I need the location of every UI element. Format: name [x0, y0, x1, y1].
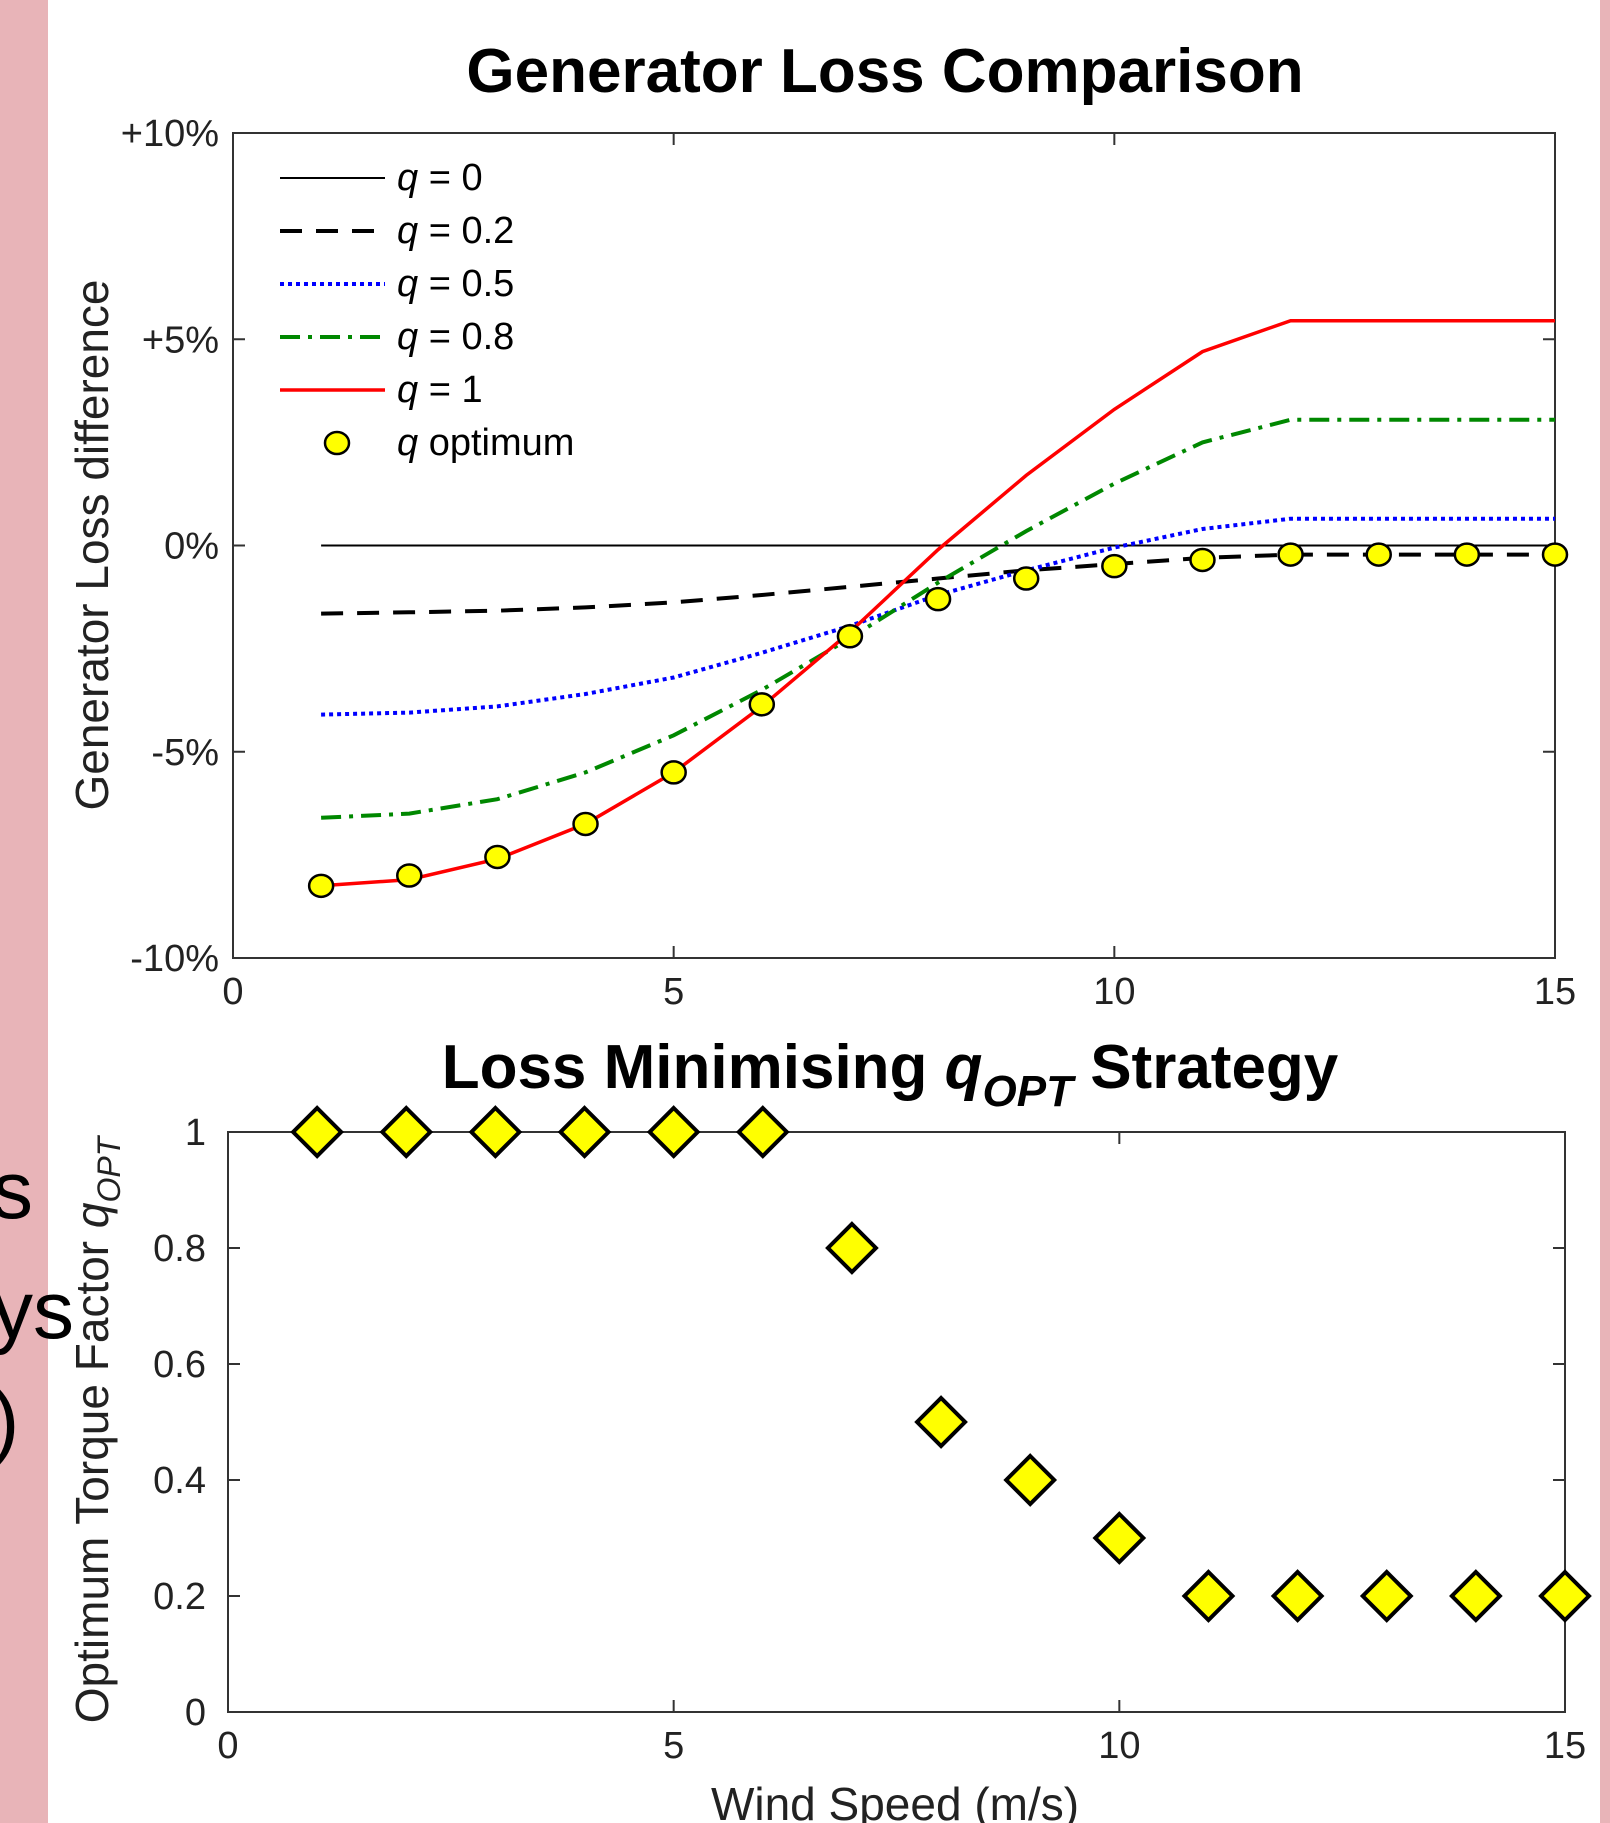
qopt-marker: [1359, 1569, 1414, 1623]
legend-label: q = 0.8: [397, 316, 514, 358]
title-end: Strategy: [1073, 1033, 1339, 1102]
series-line: [320, 318, 1555, 888]
chart-title: Loss Minimising qOPT Strategy: [442, 1033, 1339, 1116]
optimum-marker: [836, 624, 864, 649]
figure-panel: [48, 0, 1600, 1823]
title-subscript: OPT: [983, 1067, 1077, 1116]
optimum-marker: [396, 863, 423, 888]
ylabel-q: q: [66, 1202, 118, 1228]
side-text-fragment: s: [0, 1145, 33, 1236]
legend-label: q = 0.2: [397, 210, 514, 252]
series-group: [307, 318, 1569, 899]
y-tick-label: 0%: [164, 526, 219, 568]
plot-frame: [227, 1131, 1566, 1713]
optimum-marker: [1541, 542, 1569, 567]
legend-rest: = 1: [418, 369, 482, 411]
qopt-marker: [557, 1105, 612, 1159]
x-tick-label: 5: [663, 971, 684, 1013]
x-tick-label: 0: [217, 1725, 238, 1767]
optimum-marker: [1101, 553, 1128, 579]
legend-rest: = 0: [418, 157, 482, 199]
qopt-marker: [379, 1105, 434, 1159]
title-main: Loss Minimising: [442, 1033, 945, 1102]
y-tick-label: 0.6: [153, 1344, 206, 1386]
qopt-marker: [914, 1395, 968, 1449]
optimum-marker: [307, 873, 335, 899]
optimum-marker: [1189, 547, 1216, 573]
legend-rest: = 0.5: [418, 263, 514, 305]
legend-label: q optimum: [397, 422, 574, 464]
optimum-marker: [1365, 542, 1392, 567]
y-axis-label: Optimum Torque Factor qOPT: [66, 1134, 127, 1723]
qopt-marker: [646, 1105, 701, 1159]
qopt-marker: [290, 1105, 344, 1159]
title-q: q: [945, 1033, 983, 1102]
y-tick-label: 0: [185, 1692, 206, 1734]
marker-group: [290, 1105, 1592, 1623]
optimum-marker: [1453, 542, 1481, 567]
optimum-marker: [1277, 542, 1304, 567]
qopt-marker: [1003, 1453, 1058, 1507]
side-text-fragment: ys: [0, 1265, 74, 1356]
legend-label: q = 1: [397, 369, 483, 411]
y-tick-label: 1: [185, 1112, 206, 1154]
qopt-marker: [1092, 1511, 1147, 1565]
optimum-marker: [660, 760, 687, 785]
qopt-marker: [735, 1105, 790, 1159]
qopt-marker: [1270, 1569, 1325, 1623]
generator-loss-chart: Generator Loss Comparison 0 5 10 15 +10% +5%…: [66, 37, 1576, 1013]
legend-label: q = 0: [397, 157, 483, 199]
x-tick-label: 5: [663, 1725, 684, 1767]
legend-marker: [323, 430, 351, 456]
y-tick-label: +5%: [142, 319, 219, 361]
x-tick-labels: 0 5 10 15: [217, 1132, 1586, 1767]
optimum-marker: [484, 844, 511, 870]
y-tick-labels: +10% +5% 0% -5% -10%: [121, 113, 1555, 980]
x-tick-label: 10: [1098, 1725, 1140, 1767]
chart-title: Generator Loss Comparison: [466, 37, 1303, 106]
series-line: [321, 552, 1555, 616]
side-text-fragment: ): [0, 1380, 19, 1462]
legend-rest: = 0.2: [418, 210, 514, 252]
optimum-marker: [572, 811, 599, 837]
ylabel-subscript: OPT: [91, 1134, 127, 1202]
y-axis-label: Generator Loss difference: [66, 279, 118, 810]
y-tick-label: 0.8: [153, 1228, 206, 1270]
legend-q: q: [397, 316, 418, 358]
y-tick-label: -5%: [151, 732, 219, 774]
right-edge-strip: [1600, 0, 1610, 1823]
legend-label: q = 0.5: [397, 263, 514, 305]
qopt-marker: [1538, 1569, 1592, 1623]
legend-q: q: [397, 157, 418, 199]
x-axis-label: Wind Speed (m/s): [711, 1778, 1079, 1823]
x-tick-label: 15: [1544, 1725, 1586, 1767]
x-tick-label: 0: [222, 971, 243, 1013]
legend-q: q: [397, 210, 418, 252]
legend: q = 0q = 0.2q = 0.5q = 0.8q = 1q optimum: [280, 157, 574, 464]
y-tick-label: -10%: [130, 938, 219, 980]
optimum-marker: [924, 586, 952, 612]
legend-q: q: [397, 263, 418, 305]
y-tick-labels: 0 0.2 0.4 0.6 0.8 1: [153, 1112, 1565, 1734]
legend-q: q: [397, 422, 418, 464]
optimum-marker: [1012, 566, 1040, 591]
x-tick-labels: 0 5 10 15: [222, 133, 1576, 1013]
legend-rest: = 0.8: [418, 316, 514, 358]
legend-rest: optimum: [418, 422, 574, 464]
x-tick-label: 10: [1093, 971, 1135, 1013]
ylabel-main: Optimum Torque Factor: [66, 1228, 118, 1723]
qopt-strategy-chart: Loss Minimising qOPT Strategy 0 5 10 15 00.…: [66, 1033, 1592, 1823]
qopt-marker: [1449, 1569, 1503, 1623]
y-tick-label: +10%: [121, 113, 219, 155]
y-tick-label: 0.2: [153, 1576, 206, 1618]
series-line: [321, 417, 1555, 820]
legend-q: q: [397, 369, 418, 411]
y-tick-label: 0.4: [153, 1460, 206, 1502]
qopt-marker: [468, 1105, 523, 1159]
optimum-marker: [748, 692, 776, 717]
qopt-marker: [1181, 1569, 1236, 1623]
qopt-marker: [825, 1221, 879, 1275]
x-tick-label: 15: [1534, 971, 1576, 1013]
